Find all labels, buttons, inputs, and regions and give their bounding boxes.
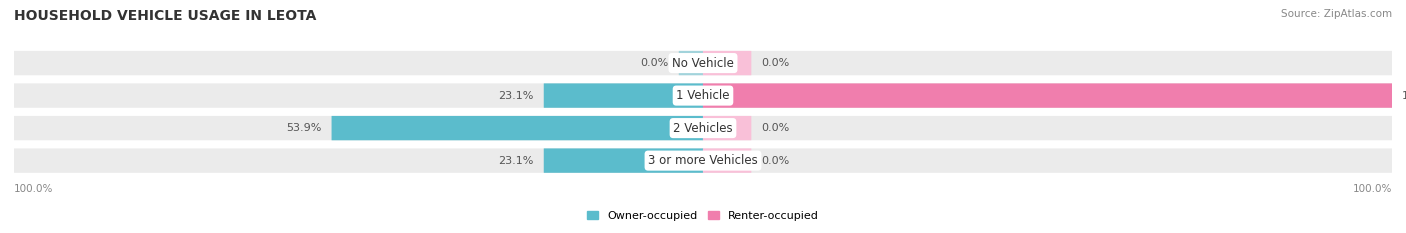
Text: 0.0%: 0.0%: [640, 58, 669, 68]
FancyBboxPatch shape: [14, 148, 1392, 173]
Text: 100.0%: 100.0%: [1353, 184, 1392, 194]
Text: 0.0%: 0.0%: [762, 58, 790, 68]
FancyBboxPatch shape: [14, 83, 1392, 108]
Text: HOUSEHOLD VEHICLE USAGE IN LEOTA: HOUSEHOLD VEHICLE USAGE IN LEOTA: [14, 9, 316, 23]
FancyBboxPatch shape: [703, 83, 1392, 108]
FancyBboxPatch shape: [544, 83, 703, 108]
Text: 1 Vehicle: 1 Vehicle: [676, 89, 730, 102]
FancyBboxPatch shape: [679, 51, 703, 75]
FancyBboxPatch shape: [14, 116, 1392, 140]
Text: 53.9%: 53.9%: [285, 123, 322, 133]
Text: 100.0%: 100.0%: [14, 184, 53, 194]
Text: 0.0%: 0.0%: [762, 156, 790, 166]
Text: No Vehicle: No Vehicle: [672, 57, 734, 70]
FancyBboxPatch shape: [332, 116, 703, 140]
Text: 23.1%: 23.1%: [498, 156, 533, 166]
Text: 2 Vehicles: 2 Vehicles: [673, 122, 733, 135]
Legend: Owner-occupied, Renter-occupied: Owner-occupied, Renter-occupied: [586, 211, 820, 221]
FancyBboxPatch shape: [544, 148, 703, 173]
FancyBboxPatch shape: [14, 51, 1392, 75]
Text: 23.1%: 23.1%: [498, 91, 533, 101]
FancyBboxPatch shape: [703, 51, 751, 75]
FancyBboxPatch shape: [703, 116, 751, 140]
Text: 100.0%: 100.0%: [1402, 91, 1406, 101]
Text: Source: ZipAtlas.com: Source: ZipAtlas.com: [1281, 9, 1392, 19]
Text: 3 or more Vehicles: 3 or more Vehicles: [648, 154, 758, 167]
Text: 0.0%: 0.0%: [762, 123, 790, 133]
FancyBboxPatch shape: [703, 148, 751, 173]
